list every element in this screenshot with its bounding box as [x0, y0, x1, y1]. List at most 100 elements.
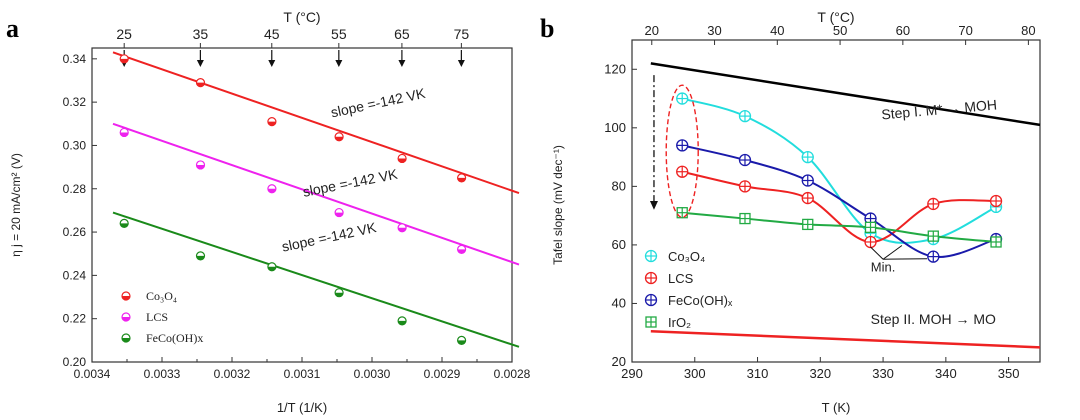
y-axis-title-b: Tafel slope (mV dec⁻¹)	[551, 145, 565, 265]
top-tick-label-b: 20	[645, 23, 659, 38]
legend-label: Co₃O₄	[668, 249, 705, 264]
temperature-arrow-head-a	[457, 60, 465, 67]
data-point-fill	[267, 121, 276, 126]
data-point-fill	[120, 132, 129, 137]
y-tick-label-b: 20	[612, 354, 626, 369]
top-axis-title-a: T (°C)	[283, 9, 320, 25]
top-tick-label-b: 60	[896, 23, 910, 38]
data-point-fill	[267, 266, 276, 271]
top-tick-label-a: 75	[454, 26, 470, 42]
x-tick-label-a: 0.0028	[494, 367, 531, 381]
fit-line	[112, 211, 520, 348]
step-one-label: Step I. M* → MOH	[881, 96, 998, 122]
panel-b-letter: b	[540, 14, 555, 43]
y-tick-label-a: 0.26	[63, 225, 87, 239]
data-point-fill	[457, 249, 466, 254]
slope-annotation: slope =-142 VK	[280, 219, 378, 255]
top-tick-label-b: 70	[958, 23, 972, 38]
legend-label: LCS	[668, 271, 694, 286]
top-tick-label-b: 80	[1021, 23, 1035, 38]
legend-label: IrO₂	[668, 315, 691, 330]
x-tick-label-a: 0.0032	[214, 367, 251, 381]
data-point-fill	[398, 158, 407, 163]
data-point-fill	[196, 82, 205, 87]
y-tick-label-a: 0.20	[63, 355, 87, 369]
legend-marker-fill	[122, 317, 130, 321]
legend-label: Co₃O₄	[146, 289, 177, 303]
min-label: Min.	[871, 259, 896, 274]
top-tick-label-a: 25	[116, 26, 132, 42]
step-two-label: Step II. MOH → MO	[871, 311, 996, 327]
top-tick-label-a: 45	[264, 26, 280, 42]
data-point-fill	[120, 223, 129, 228]
x-tick-label-b: 330	[872, 366, 894, 381]
x-tick-label-a: 0.0034	[74, 367, 111, 381]
y-tick-label-a: 0.24	[63, 268, 87, 282]
temperature-arrow-head-a	[398, 60, 406, 67]
x-axis-title-a: 1/T (1/K)	[277, 400, 327, 415]
top-tick-label-b: 50	[833, 23, 847, 38]
top-tick-label-a: 55	[331, 26, 347, 42]
x-tick-label-b: 350	[998, 366, 1020, 381]
temperature-arrow-head-a	[268, 60, 276, 67]
y-tick-label-a: 0.22	[63, 312, 87, 326]
x-tick-label-b: 290	[621, 366, 643, 381]
min-pointer	[870, 246, 884, 260]
chart-panel-b: 290 300 310 320 330 340 350 20 40 60 80 100 120 20 30…	[551, 9, 1041, 415]
chart-panel-a: 0.0034 0.0033 0.0032 0.0031 0.0030 0.0029 0.00…	[9, 9, 531, 415]
data-point-fill	[267, 188, 276, 193]
data-point-fill	[398, 320, 407, 325]
plot-frame-b	[631, 39, 1041, 363]
x-tick-label-b: 300	[684, 366, 706, 381]
legend-marker-fill	[122, 296, 130, 300]
top-tick-label-b: 30	[707, 23, 721, 38]
data-point-fill	[120, 58, 129, 63]
min-pointer	[883, 258, 928, 260]
x-tick-label-a: 0.0031	[284, 367, 321, 381]
data-point-fill	[335, 136, 344, 141]
top-tick-label-b: 40	[770, 23, 784, 38]
highlight-ellipse	[665, 84, 699, 218]
data-point-fill	[196, 255, 205, 260]
fit-line	[112, 51, 520, 195]
y-axis-title-a: η j = 20 mA/cm² (V)	[9, 153, 23, 257]
legend-marker-fill	[122, 338, 130, 342]
dash-dot-arrow-head	[649, 201, 658, 210]
slope-annotation: slope =-142 VK	[301, 166, 399, 200]
x-tick-label-a: 0.0033	[144, 367, 181, 381]
legend-label: FeCo(OH)ₓ	[668, 293, 733, 308]
reference-line	[650, 62, 1041, 127]
y-tick-label-b: 40	[612, 295, 626, 310]
series-curve	[682, 211, 997, 243]
fit-line	[112, 122, 520, 266]
panel-a-letter: a	[6, 14, 19, 43]
x-axis-title-b: T (K)	[822, 400, 851, 415]
x-tick-label-b: 340	[935, 366, 957, 381]
top-axis-title-b: T (°C)	[817, 9, 854, 25]
y-tick-label-b: 120	[604, 61, 626, 76]
x-tick-label-a: 0.0030	[354, 367, 391, 381]
temperature-arrow-head-a	[196, 60, 204, 67]
x-tick-label-b: 310	[747, 366, 769, 381]
legend-label: LCS	[146, 310, 168, 324]
slope-annotation: slope =-142 VK	[329, 85, 427, 121]
temperature-arrow-head-a	[335, 60, 343, 67]
data-point-fill	[457, 340, 466, 345]
y-tick-label-a: 0.30	[63, 138, 87, 152]
series-curve	[681, 97, 997, 244]
top-tick-label-a: 35	[193, 26, 209, 42]
series-curve	[681, 170, 997, 243]
y-tick-label-b: 100	[604, 120, 626, 135]
data-point-fill	[335, 212, 344, 217]
y-tick-label-a: 0.28	[63, 182, 87, 196]
y-tick-label-b: 80	[612, 178, 626, 193]
data-point-fill	[335, 292, 344, 297]
data-point-fill	[457, 177, 466, 182]
y-tick-label-a: 0.34	[63, 52, 87, 66]
x-tick-label-b: 320	[809, 366, 831, 381]
min-pointer	[882, 245, 903, 260]
y-tick-label-a: 0.32	[63, 95, 87, 109]
legend-label: FeCo(OH)x	[146, 331, 203, 345]
x-tick-label-a: 0.0029	[424, 367, 461, 381]
